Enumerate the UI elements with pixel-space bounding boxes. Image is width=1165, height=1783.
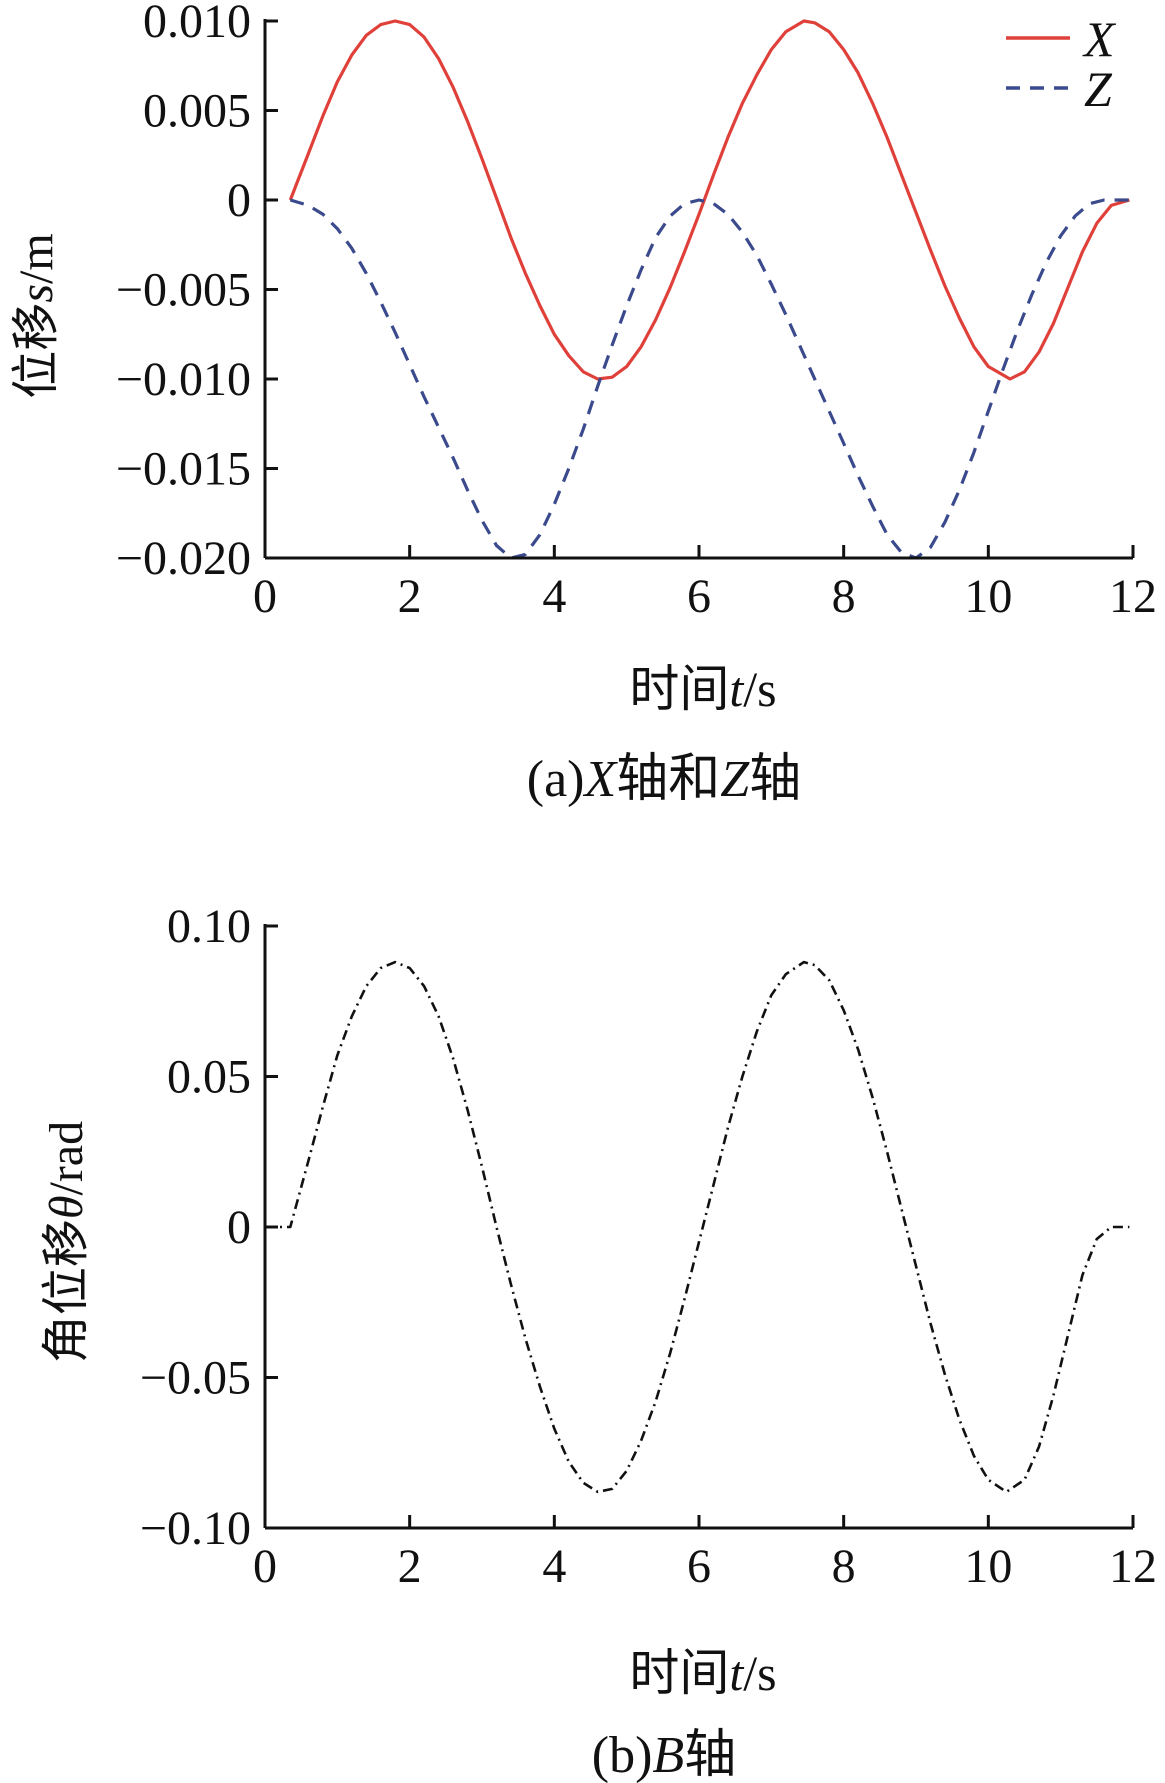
series-layer (265, 960, 1130, 1494)
y-tick-label: −0.005 (116, 264, 251, 317)
x-tick-label: 0 (253, 570, 277, 623)
x-tick-label: 2 (398, 1540, 422, 1593)
caption-var-b: B (652, 1727, 684, 1783)
y-axis-label-unit: /m (10, 233, 63, 284)
x-axis-label-unit: /s (743, 661, 776, 717)
y-tick-label: 0 (227, 174, 251, 227)
y-tick-label: −0.015 (116, 443, 251, 496)
x-tick-label: 2 (398, 570, 422, 623)
caption-var-z: Z (720, 751, 750, 808)
y-tick-label: 0.005 (143, 85, 251, 138)
y-tick-label: −0.10 (140, 1502, 251, 1555)
series-line-z (289, 198, 1130, 560)
y-tick-label: −0.020 (116, 532, 251, 585)
x-tick-label: 0 (253, 1540, 277, 1593)
axes (263, 924, 1133, 1530)
y-axis-label: 角位移θ/rad (40, 1121, 93, 1363)
chart-caption: (b)B轴 (592, 1727, 736, 1783)
caption-mid: 轴和 (616, 751, 720, 808)
x-ticks: 0 2 4 6 8 10 12 (253, 545, 1157, 623)
y-axis-label-unit: /rad (40, 1121, 93, 1196)
legend-label-z: Z (1084, 61, 1113, 117)
y-tick-label: −0.05 (140, 1352, 251, 1405)
y-axis-label-text: 角位移 (40, 1219, 93, 1363)
x-tick-label: 4 (542, 1540, 566, 1593)
chart-panel-b: 0.10 0.05 0 −0.05 −0.10 0 2 4 6 8 10 12 角位移θ/rad 时… (40, 900, 1157, 1783)
legend: X Z (1006, 11, 1117, 117)
x-axis-label: 时间t/s (629, 661, 776, 717)
caption-prefix: (b) (592, 1727, 653, 1783)
y-axis-label-text: 位移 (10, 303, 63, 399)
y-axis-label-var: s (10, 284, 63, 303)
caption-suffix: 轴 (749, 751, 801, 808)
legend-label-x: X (1082, 11, 1117, 67)
series-line-b0 (265, 960, 1130, 1494)
x-axis-label: 时间t/s (629, 1645, 776, 1701)
x-tick-label: 6 (687, 1540, 711, 1593)
axes (263, 19, 1133, 560)
x-tick-label: 6 (687, 570, 711, 623)
x-tick-label: 8 (832, 1540, 856, 1593)
y-tick-label: −0.010 (116, 353, 251, 406)
y-tick-label: 0.10 (167, 900, 251, 953)
y-tick-label: 0 (227, 1201, 251, 1254)
x-tick-label: 10 (964, 570, 1012, 623)
y-ticks: 0.010 0.005 0 −0.005 −0.010 −0.015 −0.020 (116, 0, 278, 585)
x-axis-label-unit: /s (743, 1645, 776, 1701)
y-axis-label: 位移s/m (10, 233, 63, 398)
x-tick-label: 12 (1109, 1540, 1157, 1593)
x-axis-label-var: t (729, 661, 744, 717)
chart-caption: (a)X轴和Z轴 (527, 751, 801, 808)
caption-suffix: 轴 (684, 1727, 736, 1783)
y-tick-label: 0.010 (143, 0, 251, 48)
y-axis-label-var: θ (40, 1196, 93, 1220)
x-ticks: 0 2 4 6 8 10 12 (253, 1515, 1157, 1593)
x-tick-label: 10 (964, 1540, 1012, 1593)
x-tick-label: 8 (832, 570, 856, 623)
chart-panel-a: 0.010 0.005 0 −0.005 −0.010 −0.015 −0.020 0 2 4 6… (10, 0, 1157, 808)
x-axis-label-text: 时间 (629, 1645, 729, 1701)
x-axis-label-var: t (729, 1645, 744, 1701)
series-layer (288, 19, 1130, 560)
x-axis-label-text: 时间 (629, 661, 729, 717)
y-ticks: 0.10 0.05 0 −0.05 −0.10 (140, 900, 278, 1555)
series-line-x (288, 19, 1130, 381)
y-tick-label: 0.05 (167, 1051, 251, 1104)
caption-prefix: (a) (527, 751, 585, 808)
caption-var-x: X (583, 751, 619, 808)
x-tick-label: 12 (1109, 570, 1157, 623)
x-tick-label: 4 (542, 570, 566, 623)
